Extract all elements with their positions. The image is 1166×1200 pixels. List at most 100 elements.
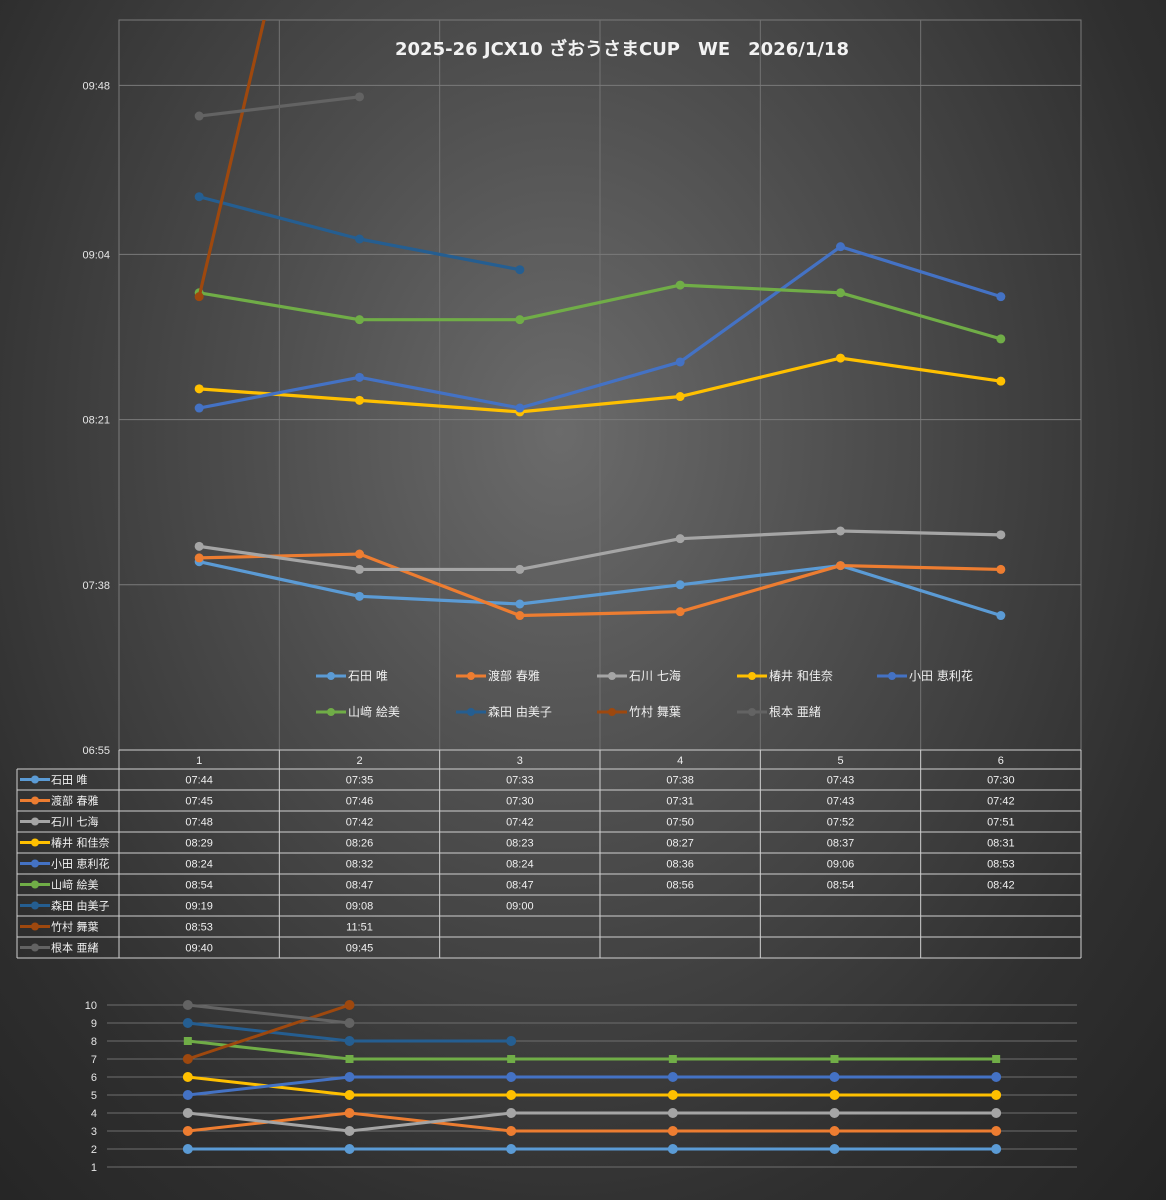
legend-item: 石田 唯 bbox=[316, 669, 388, 683]
rank-data-point bbox=[344, 1144, 355, 1154]
data-point bbox=[515, 403, 525, 413]
data-point bbox=[194, 403, 204, 413]
table-row-label: 椿井 和佳奈 bbox=[51, 836, 110, 850]
rank-data-point bbox=[991, 1090, 1002, 1100]
rank-series-lines bbox=[182, 1000, 1002, 1154]
lap-time-chart: 09:48 09:04 08:21 07:38 06:55 2025-26 JCX10 … bbox=[16, 19, 1082, 959]
table-row-label: 森田 由美子 bbox=[51, 899, 110, 913]
rank-series-4 bbox=[182, 1072, 1002, 1100]
table-cell-value: 08:26 bbox=[346, 838, 374, 850]
data-point bbox=[996, 530, 1006, 540]
rank-data-point bbox=[182, 1000, 193, 1010]
legend-label: 小田 恵利花 bbox=[909, 668, 973, 683]
series-line bbox=[197, 560, 1003, 618]
rank-series-5 bbox=[182, 1072, 1002, 1100]
rank-data-point bbox=[182, 1072, 193, 1082]
table-cell-value: 08:47 bbox=[506, 880, 534, 892]
table-row-label: 渡部 春雅 bbox=[51, 794, 99, 808]
series-line bbox=[197, 195, 522, 272]
table-cell-value: 08:42 bbox=[987, 880, 1015, 892]
series-line bbox=[197, 552, 1003, 618]
data-point bbox=[675, 357, 685, 367]
table-cell-value: 08:37 bbox=[827, 838, 855, 850]
table-row-label: 小田 恵利花 bbox=[51, 857, 110, 871]
rank-series-line bbox=[187, 1075, 997, 1097]
legend-swatch-marker bbox=[888, 672, 896, 680]
rank-data-point bbox=[344, 1072, 355, 1082]
rank-data-point bbox=[182, 1144, 193, 1154]
rank-data-point bbox=[667, 1108, 678, 1118]
legend-label: 渡部 春雅 bbox=[488, 668, 540, 683]
rank-data-point bbox=[991, 1144, 1002, 1154]
legend-swatch-marker bbox=[467, 708, 475, 716]
legend-label: 山﨑 絵美 bbox=[348, 704, 400, 719]
data-point bbox=[355, 234, 364, 244]
rank-data-point bbox=[829, 1108, 840, 1118]
table-legend-marker bbox=[31, 943, 39, 952]
table-cell-value: 07:30 bbox=[987, 775, 1015, 787]
rank-data-point bbox=[345, 1055, 354, 1063]
table-legend-marker bbox=[31, 901, 39, 910]
rank-series-3 bbox=[182, 1108, 1002, 1136]
table-cell-value: 07:42 bbox=[987, 796, 1015, 808]
table-cell-value: 09:00 bbox=[506, 901, 534, 913]
table-cell-value: 08:24 bbox=[506, 859, 534, 871]
rank-data-point bbox=[506, 1036, 517, 1046]
y-tick-label: 07:38 bbox=[82, 580, 110, 592]
series-line bbox=[197, 20, 266, 299]
rank-data-point bbox=[829, 1144, 840, 1154]
rank-y-axis-ticks: 10 9 8 7 6 5 4 3 2 1 bbox=[85, 1000, 97, 1174]
table-cell-value: 08:56 bbox=[666, 880, 694, 892]
x-category-label: 3 bbox=[517, 755, 523, 767]
rank-data-point bbox=[344, 1108, 355, 1118]
data-point bbox=[194, 192, 204, 202]
rank-data-point bbox=[667, 1072, 678, 1082]
table-cell-value: 08:54 bbox=[185, 880, 213, 892]
table-cell-value: 07:46 bbox=[346, 796, 374, 808]
data-point bbox=[355, 372, 364, 382]
table-row-label: 根本 亜緒 bbox=[51, 941, 99, 955]
table-cell-value: 07:31 bbox=[666, 796, 694, 808]
table-legend-marker bbox=[31, 838, 39, 847]
legend-swatch-marker bbox=[467, 672, 475, 680]
data-point bbox=[836, 353, 845, 363]
table-cell-value: 07:43 bbox=[827, 775, 855, 787]
table-cell-value: 08:32 bbox=[346, 859, 374, 871]
rank-series-6 bbox=[183, 1037, 1001, 1063]
data-point bbox=[194, 384, 204, 394]
data-point bbox=[355, 591, 364, 601]
rank-y-tick-label: 10 bbox=[85, 1000, 97, 1012]
rank-data-point bbox=[668, 1055, 677, 1063]
series-7 bbox=[194, 192, 525, 275]
data-point bbox=[515, 611, 525, 621]
table-cell-value: 07:33 bbox=[506, 775, 534, 787]
table-legend-marker bbox=[31, 922, 39, 931]
legend-label: 石田 唯 bbox=[348, 669, 388, 683]
table-cell-value: 08:27 bbox=[666, 838, 694, 850]
rank-series-7 bbox=[182, 1018, 517, 1046]
rank-y-tick-label: 8 bbox=[91, 1036, 97, 1048]
rank-chart: 10 9 8 7 6 5 4 3 2 1 bbox=[85, 1000, 1077, 1174]
table-cell-value: 08:47 bbox=[346, 880, 374, 892]
legend-item: 竹村 舞葉 bbox=[597, 705, 681, 719]
rank-series-line bbox=[187, 1003, 350, 1061]
data-point bbox=[996, 292, 1006, 302]
data-point bbox=[836, 288, 845, 298]
table-cell-value: 07:42 bbox=[346, 817, 374, 829]
data-point bbox=[836, 526, 845, 536]
data-point bbox=[355, 315, 364, 325]
data-point bbox=[836, 242, 845, 252]
data-point bbox=[515, 265, 525, 275]
legend-swatch-marker bbox=[608, 672, 616, 680]
rank-y-tick-label: 9 bbox=[91, 1018, 97, 1030]
table-cell-value: 08:31 bbox=[987, 838, 1015, 850]
data-point bbox=[996, 564, 1006, 574]
series-line bbox=[197, 95, 362, 118]
table-cell-value: 08:29 bbox=[185, 838, 213, 850]
data-point bbox=[194, 553, 204, 563]
data-point bbox=[996, 611, 1006, 621]
table-cell-value: 11:51 bbox=[346, 922, 373, 934]
data-point bbox=[515, 599, 525, 609]
table-legend-marker bbox=[31, 775, 39, 784]
